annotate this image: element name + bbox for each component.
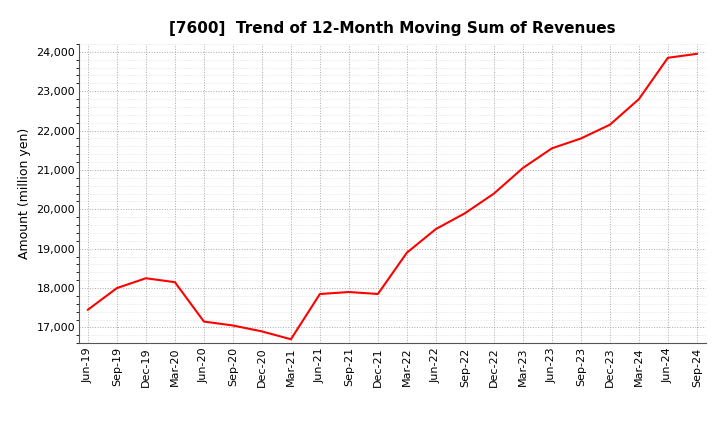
Y-axis label: Amount (million yen): Amount (million yen) (18, 128, 31, 259)
Title: [7600]  Trend of 12-Month Moving Sum of Revenues: [7600] Trend of 12-Month Moving Sum of R… (169, 21, 616, 36)
